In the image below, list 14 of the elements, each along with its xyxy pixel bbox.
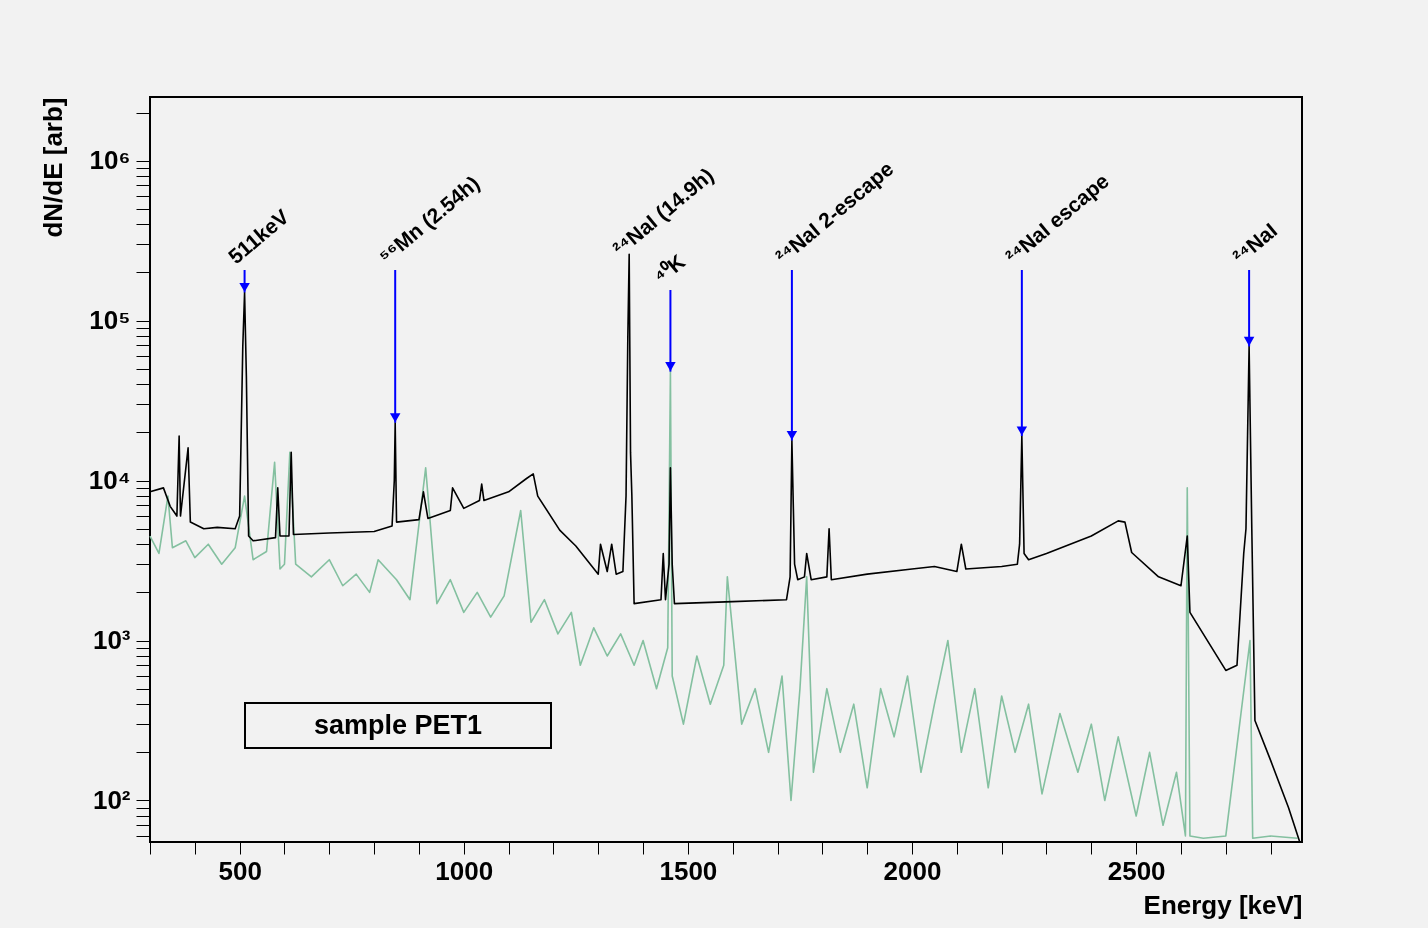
y-axis-title: dN/dE [arb] xyxy=(37,97,68,238)
x-tick-label: 1000 xyxy=(435,855,494,886)
y-tick-label: 10⁴ xyxy=(88,465,131,496)
y-tick-label: 10⁶ xyxy=(89,145,131,176)
annotation: sample PET1 xyxy=(313,710,483,740)
y-tick-label: 10⁵ xyxy=(89,305,131,336)
x-tick-label: 2000 xyxy=(883,855,942,886)
annotation: ⁴⁰K xyxy=(649,249,690,289)
x-tick-label: 2500 xyxy=(1107,855,1166,886)
x-axis-title: Energy [keV] xyxy=(1143,889,1303,920)
x-tick-label: 500 xyxy=(218,855,262,886)
y-tick-label: 10² xyxy=(92,784,131,815)
y-tick-label: 10³ xyxy=(92,625,131,656)
x-tick-label: 1500 xyxy=(659,855,718,886)
